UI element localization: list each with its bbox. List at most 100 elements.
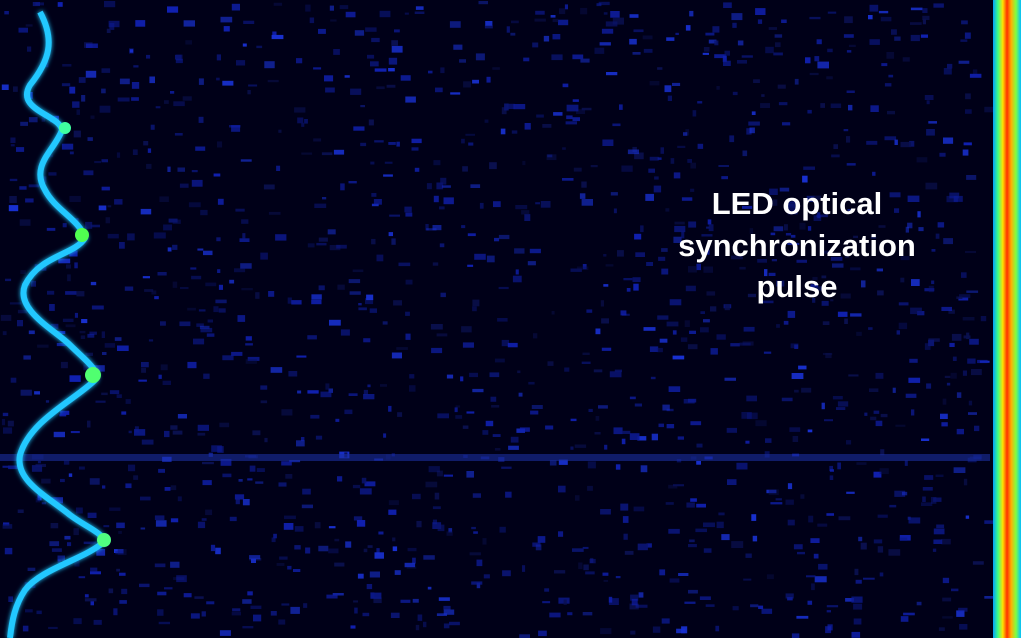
speckle bbox=[305, 548, 310, 554]
speckle bbox=[431, 348, 442, 353]
annotation-line: LED optical bbox=[712, 186, 883, 221]
speckle bbox=[856, 332, 862, 336]
speckle bbox=[442, 185, 451, 188]
speckle bbox=[49, 541, 59, 546]
speckle bbox=[96, 401, 106, 403]
speckle bbox=[566, 121, 577, 124]
speckle bbox=[501, 467, 511, 469]
speckle bbox=[409, 385, 416, 392]
speckle bbox=[659, 424, 665, 428]
speckle bbox=[353, 270, 364, 273]
speckle bbox=[354, 608, 358, 614]
speckle bbox=[615, 370, 622, 373]
speckle bbox=[163, 225, 172, 231]
speckle bbox=[257, 468, 265, 472]
speckle bbox=[251, 559, 256, 563]
speckle bbox=[522, 565, 525, 572]
page: LED optical synchronization pulse (() =>… bbox=[0, 0, 1021, 638]
speckle bbox=[109, 21, 120, 27]
speckle bbox=[928, 340, 934, 346]
speckle bbox=[18, 310, 27, 314]
speckle bbox=[444, 624, 450, 629]
speckle bbox=[965, 109, 972, 114]
speckle bbox=[85, 222, 92, 229]
speckle bbox=[739, 267, 745, 270]
speckle bbox=[700, 596, 711, 600]
speckle bbox=[203, 374, 209, 379]
speckle bbox=[139, 584, 150, 587]
speckle bbox=[71, 431, 80, 433]
speckle bbox=[926, 383, 931, 388]
speckle bbox=[528, 261, 536, 265]
speckle bbox=[910, 308, 922, 315]
speckle bbox=[854, 619, 862, 625]
speckle bbox=[155, 564, 166, 568]
speckle bbox=[672, 83, 680, 86]
speckle bbox=[294, 107, 305, 112]
speckle bbox=[264, 438, 267, 442]
speckle bbox=[72, 101, 79, 107]
speckle bbox=[544, 36, 549, 42]
speckle bbox=[903, 57, 910, 61]
speckle bbox=[26, 24, 33, 26]
speckle bbox=[653, 627, 660, 633]
speckle bbox=[519, 634, 530, 638]
speckle bbox=[92, 306, 104, 310]
speckle bbox=[514, 248, 524, 253]
speckle bbox=[116, 523, 125, 529]
speckle bbox=[923, 487, 933, 491]
speckle bbox=[406, 334, 411, 340]
speckle bbox=[293, 569, 300, 572]
speckle bbox=[564, 368, 569, 372]
speckle bbox=[469, 373, 478, 377]
speckle bbox=[644, 327, 656, 331]
speckle bbox=[660, 339, 668, 343]
speckle bbox=[133, 475, 138, 480]
speckle bbox=[885, 136, 897, 140]
speckle bbox=[921, 502, 932, 506]
speckle bbox=[934, 529, 945, 535]
speckle bbox=[159, 196, 169, 202]
speckle bbox=[173, 220, 181, 224]
speckle bbox=[434, 196, 439, 202]
speckle bbox=[304, 119, 308, 124]
speckle bbox=[349, 279, 360, 283]
speckle bbox=[3, 331, 7, 335]
speckle bbox=[358, 307, 367, 310]
speckle bbox=[142, 440, 154, 445]
speckle bbox=[541, 201, 551, 208]
annotation-line: synchronization bbox=[678, 228, 916, 263]
speckle bbox=[235, 209, 244, 212]
speckle bbox=[63, 223, 67, 227]
speckle bbox=[271, 367, 283, 373]
speckle bbox=[633, 52, 641, 55]
speckle bbox=[459, 59, 466, 63]
speckle bbox=[733, 606, 739, 610]
speckle bbox=[880, 468, 889, 474]
speckle bbox=[572, 55, 583, 60]
speckle bbox=[582, 362, 591, 364]
speckle bbox=[565, 4, 568, 9]
speckle bbox=[37, 345, 49, 348]
speckle bbox=[229, 125, 241, 128]
speckle bbox=[848, 105, 852, 111]
speckle bbox=[405, 13, 409, 15]
speckle bbox=[241, 219, 248, 224]
speckle bbox=[530, 411, 538, 415]
speckle bbox=[703, 53, 709, 55]
speckle bbox=[211, 545, 215, 551]
speckle bbox=[485, 120, 489, 123]
speckle bbox=[844, 129, 849, 131]
speckle bbox=[310, 18, 314, 24]
speckle bbox=[965, 33, 971, 39]
speckle bbox=[900, 278, 904, 283]
speckle bbox=[236, 60, 245, 65]
speckle bbox=[450, 92, 460, 94]
speckle bbox=[275, 234, 286, 240]
speckle bbox=[795, 79, 799, 85]
speckle bbox=[102, 159, 109, 162]
speckle bbox=[657, 348, 663, 352]
speckle bbox=[931, 281, 934, 285]
speckle bbox=[109, 508, 120, 511]
speckle bbox=[830, 469, 834, 472]
